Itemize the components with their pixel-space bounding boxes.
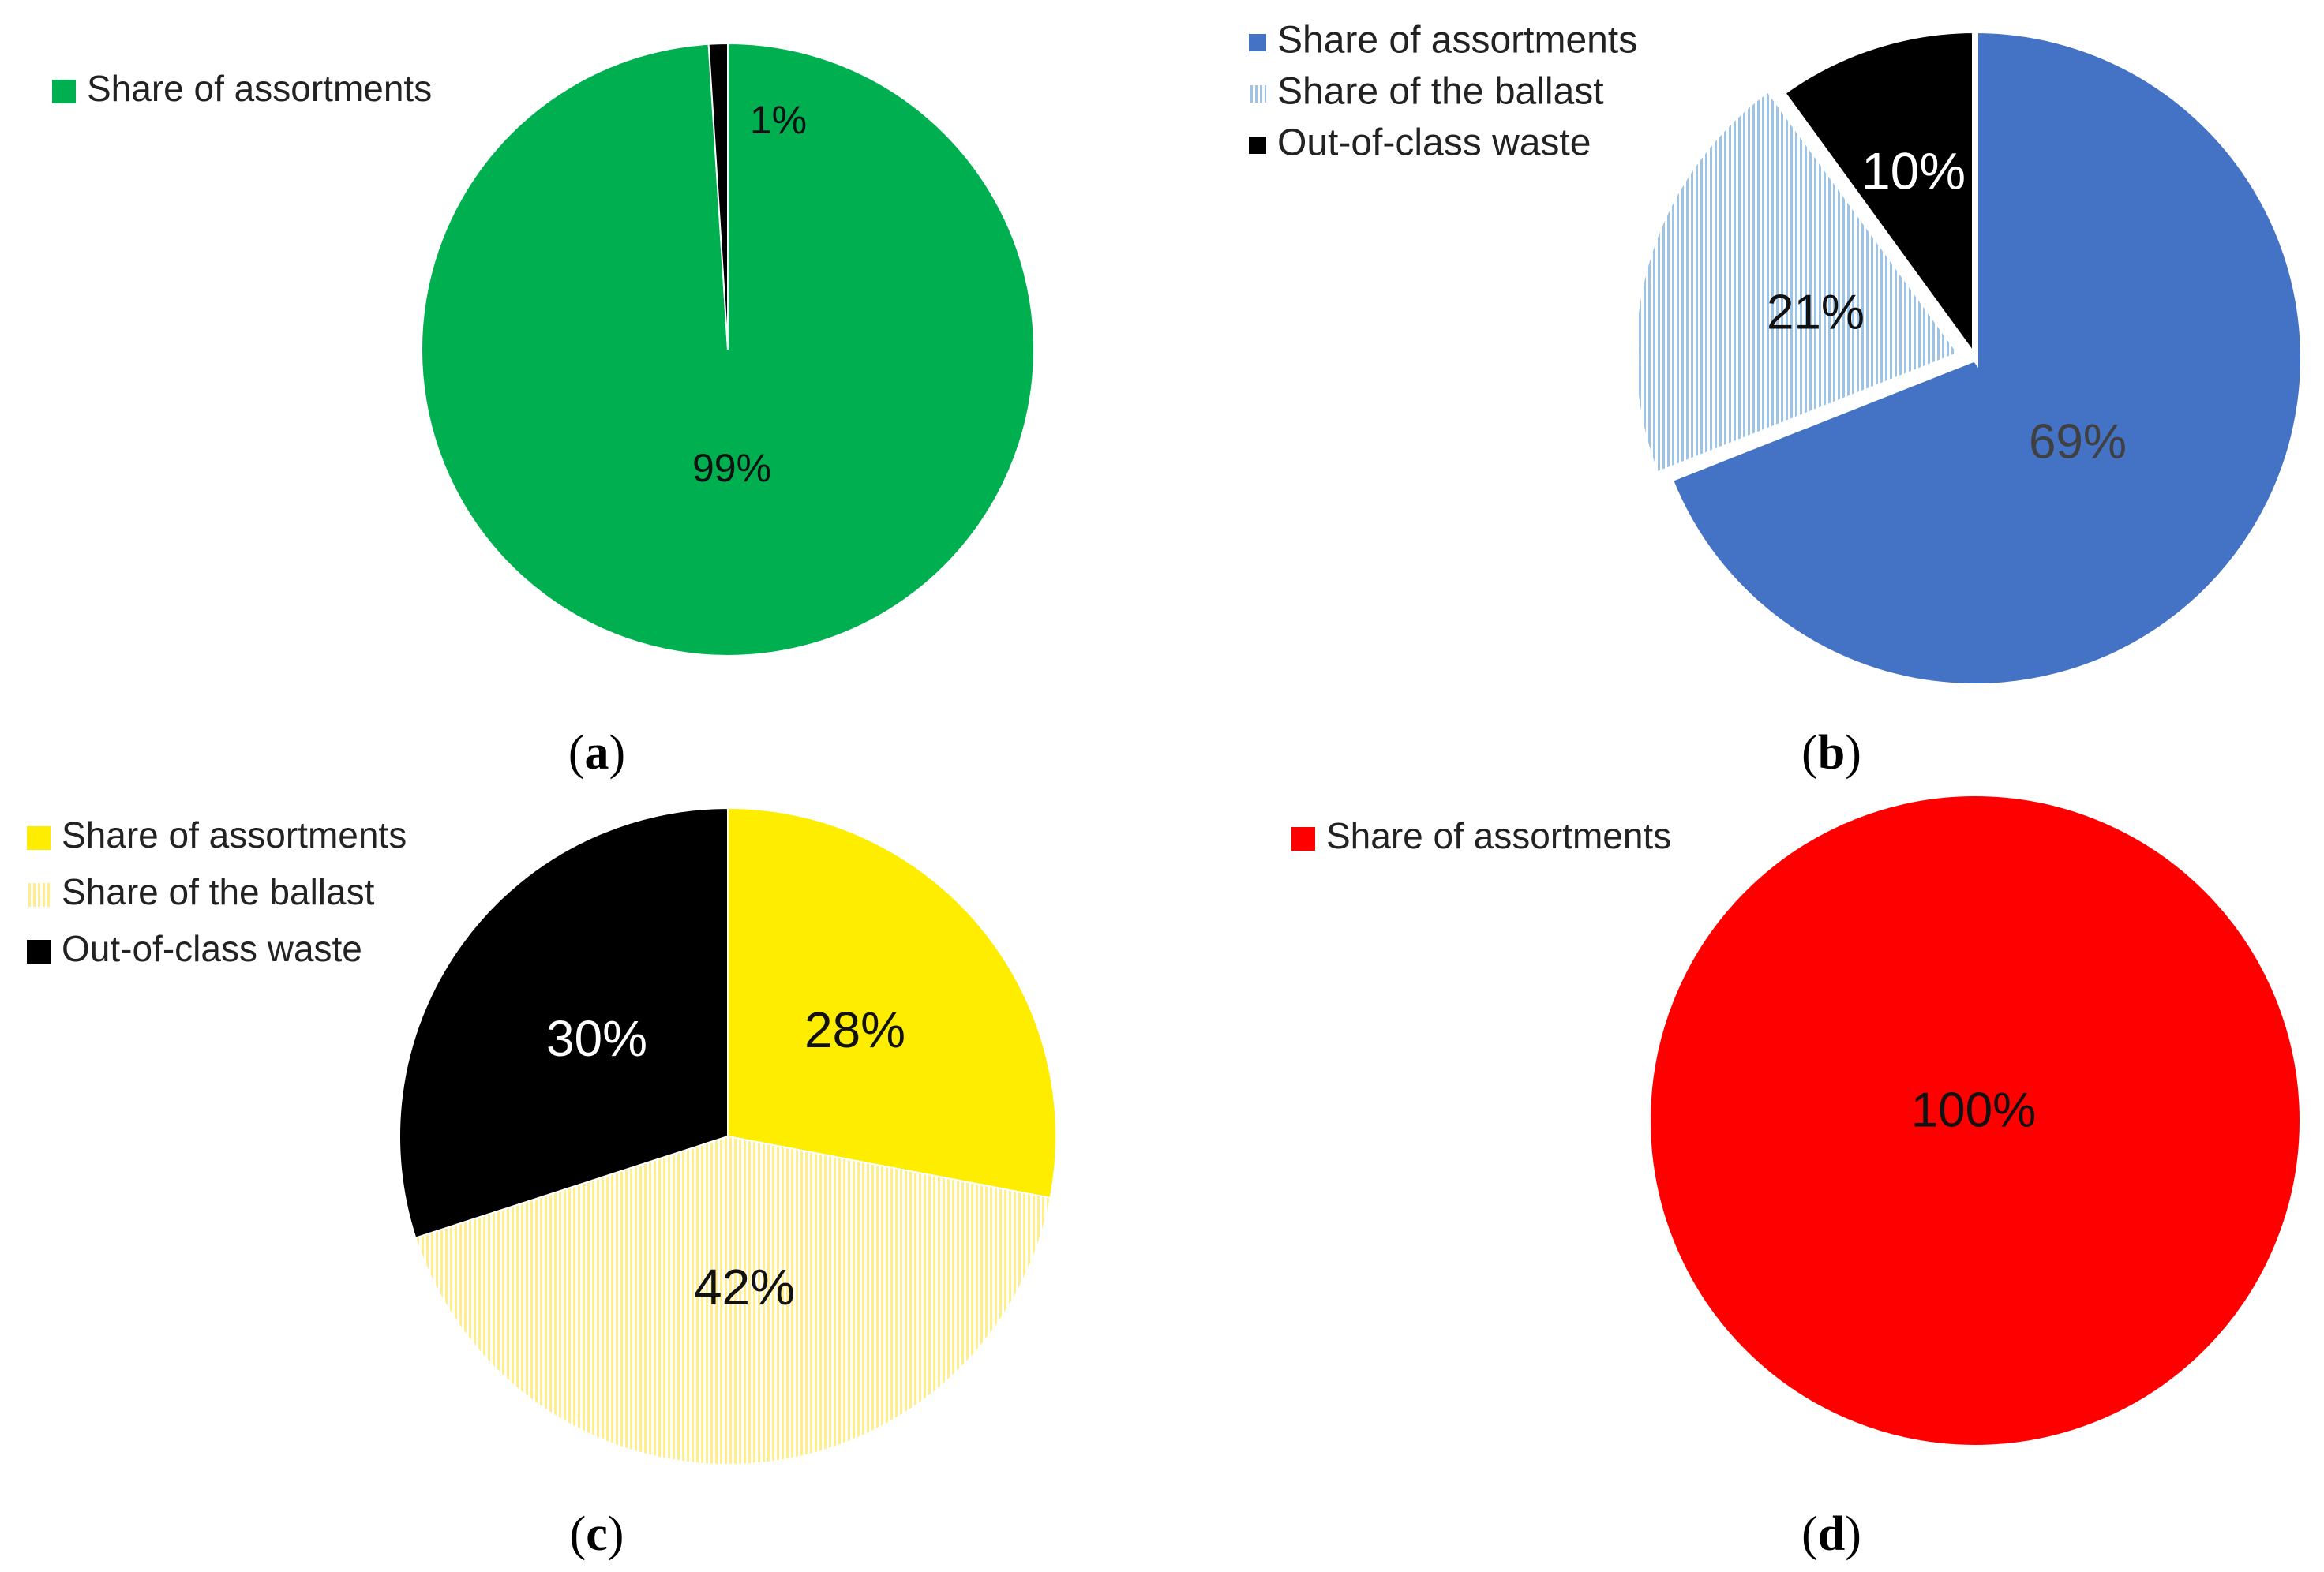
legend-label: Share of assortments [1277,20,1637,62]
legend-marker [1249,34,1266,51]
legend-label: Out-of-class waste [62,928,362,969]
legend-label: Share of assortments [1326,815,1671,856]
pie-chart-b: 69% 21% 10% Share of assortments Share of th… [1249,20,2307,780]
pie-slice [414,1135,1051,1465]
slice-data-label: 28% [804,1001,905,1058]
pie-chart-a: 99% 1% Share of assortments (a) [52,42,1035,780]
panel-label: (c) [570,1507,624,1561]
legend-marker [27,826,51,850]
panel-label: (d) [1801,1507,1861,1561]
legend-marker [1249,137,1266,154]
pie-slice [1629,84,1966,480]
legend-label: Share of assortments [87,68,432,109]
slice-data-label: 1% [750,98,807,142]
slice-data-label: 10% [1861,141,1966,200]
legend-label: Share of the ballast [62,871,375,912]
slice-data-label: 42% [694,1259,795,1316]
legend-marker [1291,827,1315,851]
pie-slice [707,42,729,350]
legend-label: Share of assortments [62,814,407,855]
pie-slice [1666,26,2307,690]
panel-label: (a) [568,726,625,780]
legend-marker [27,883,51,907]
slice-data-label: 30% [546,1010,647,1067]
slice-data-label: 100% [1911,1083,2037,1137]
slice-data-label: 99% [692,446,771,490]
pie-slice [1777,26,1978,369]
pie-slice [399,807,729,1239]
slice-data-label: 21% [1767,285,1865,339]
slice-data-label: 69% [2029,414,2127,469]
legend-marker [27,940,51,964]
legend-label: Share of the ballast [1277,71,1604,113]
pie-chart-d: 100% Share of assortments (d) [1291,795,2301,1561]
legend-marker [52,80,76,103]
legend-marker [1249,85,1266,103]
pie-chart-c: 28% 42% 30% Share of assortments Share of th… [27,807,1057,1561]
pie-slice [727,807,1057,1200]
pie-slice [1649,795,2301,1447]
legend-label: Out-of-class waste [1277,122,1591,164]
panel-label: (b) [1801,726,1861,780]
